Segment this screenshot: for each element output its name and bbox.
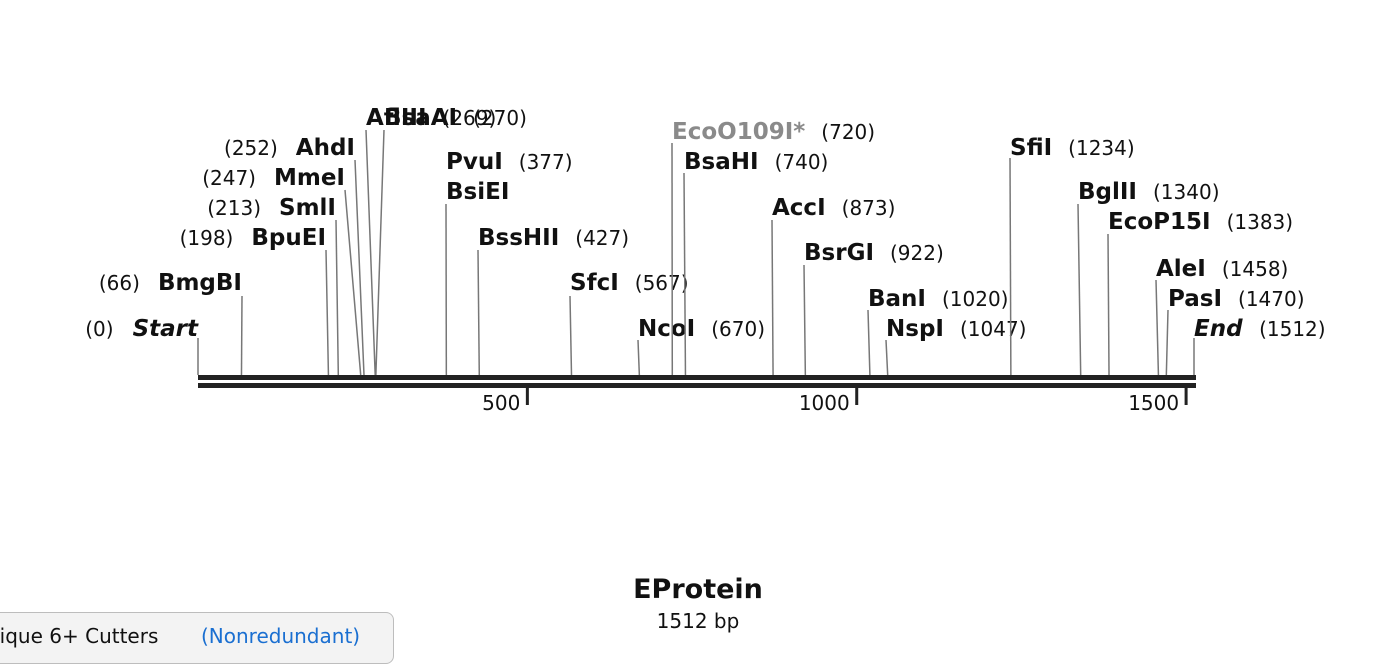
site-position-sfii: (1234)	[1068, 136, 1135, 160]
site-line-bpuei	[326, 250, 328, 375]
site-position-bsshii: (427)	[575, 226, 629, 250]
site-position-ecop15i: (1383)	[1227, 210, 1294, 234]
site-name-ecop15i: EcoP15I	[1108, 209, 1211, 235]
site-position-nspi: (1047)	[960, 317, 1027, 341]
site-name-pasi: PasI	[1168, 286, 1222, 312]
sequence-title: EProtein	[0, 574, 1396, 605]
scale-tick-500	[526, 388, 529, 405]
site-name-pvui: PvuI	[446, 149, 503, 175]
site-name-alei: AleI	[1156, 256, 1206, 282]
site-position-bsahi: (740)	[775, 150, 829, 174]
site-line-pasi	[1166, 310, 1168, 375]
site-line-ncoi	[638, 340, 639, 375]
scale-tick-label-1000: 1000	[799, 391, 850, 415]
scale-tick-1500	[1185, 388, 1188, 405]
site-line-smli	[336, 220, 338, 375]
enzyme-set-tab[interactable]: nique 6+ Cutters (Nonredundant)	[0, 612, 394, 664]
site-name-mmei: MmeI	[274, 165, 345, 191]
site-name-bsiei: BsiEI	[446, 179, 509, 205]
site-name-ncoi: NcoI	[638, 316, 695, 342]
site-line-sfci	[570, 296, 572, 375]
site-line-bmgbi	[241, 296, 242, 375]
site-position-sfci: (567)	[635, 271, 689, 295]
enzyme-set-label: nique 6+ Cutters	[0, 624, 158, 648]
site-line-bsrgi	[804, 265, 805, 375]
backbone-top	[198, 375, 1196, 380]
site-line-bsaai	[376, 130, 384, 375]
site-position-ahdi: (252)	[224, 136, 278, 160]
site-name-sfii: SfiI	[1010, 135, 1052, 161]
site-position-end: (1512)	[1259, 317, 1326, 341]
site-position-bsrgi: (922)	[890, 241, 944, 265]
site-name-bsshii: BssHII	[478, 225, 559, 251]
site-position-bglii: (1340)	[1153, 180, 1220, 204]
site-position-bpuei: (198)	[180, 226, 234, 250]
site-position-bsaai: (270)	[473, 106, 527, 130]
site-name-bsahi: BsaHI	[684, 149, 759, 175]
site-line-bsshii	[478, 250, 479, 375]
site-name-ahdi: AhdI	[296, 135, 355, 161]
site-position-acci: (873)	[842, 196, 896, 220]
site-name-ecoo109i: EcoO109I*	[672, 119, 805, 145]
site-position-bmgbi: (66)	[99, 271, 140, 295]
site-name-bani: BanI	[868, 286, 926, 312]
site-line-ahdi	[355, 160, 364, 375]
scale-tick-label-500: 500	[482, 391, 520, 415]
site-name-bglii: BglII	[1078, 179, 1137, 205]
site-position-ncoi: (670)	[711, 317, 765, 341]
site-position-start: (0)	[85, 317, 113, 341]
site-position-alei: (1458)	[1222, 257, 1289, 281]
site-line-acci	[772, 220, 773, 375]
site-line-bsahi	[684, 173, 685, 375]
site-line-bglii	[1078, 204, 1081, 375]
site-name-smli: SmlI	[279, 195, 336, 221]
site-name-bsaai: BsaAI	[384, 105, 457, 131]
site-name-bsrgi: BsrGI	[804, 240, 874, 266]
site-line-mmei	[345, 190, 361, 375]
site-name-sfci: SfcI	[570, 270, 619, 296]
site-line-bani	[868, 310, 870, 375]
nonredundant-link[interactable]: (Nonredundant)	[201, 624, 360, 648]
backbone-bottom	[198, 383, 1196, 388]
site-line-ecop15i	[1108, 234, 1109, 375]
site-position-ecoo109i: (720)	[821, 120, 875, 144]
site-line-nspi	[886, 340, 888, 375]
site-position-bani: (1020)	[942, 287, 1009, 311]
site-position-pasi: (1470)	[1238, 287, 1305, 311]
site-name-bmgbi: BmgBI	[158, 270, 242, 296]
site-name-end: End	[1194, 316, 1243, 342]
scale-tick-label-1500: 1500	[1128, 391, 1179, 415]
site-position-pvui: (377)	[519, 150, 573, 174]
site-name-nspi: NspI	[886, 316, 944, 342]
restriction-map: 500 1000 1500 Start (0) BmgBI (66) BpuEI (198) Sm…	[0, 0, 1396, 560]
site-name-bpuei: BpuEI	[251, 225, 326, 251]
site-name-start: Start	[133, 316, 199, 342]
scale-tick-1000	[855, 388, 858, 405]
site-position-mmei: (247)	[202, 166, 256, 190]
site-line-afliii	[366, 130, 375, 375]
site-position-smli: (213)	[207, 196, 261, 220]
site-line-sfii	[1010, 158, 1011, 375]
site-line-alei	[1156, 280, 1158, 375]
site-name-acci: AccI	[772, 195, 826, 221]
